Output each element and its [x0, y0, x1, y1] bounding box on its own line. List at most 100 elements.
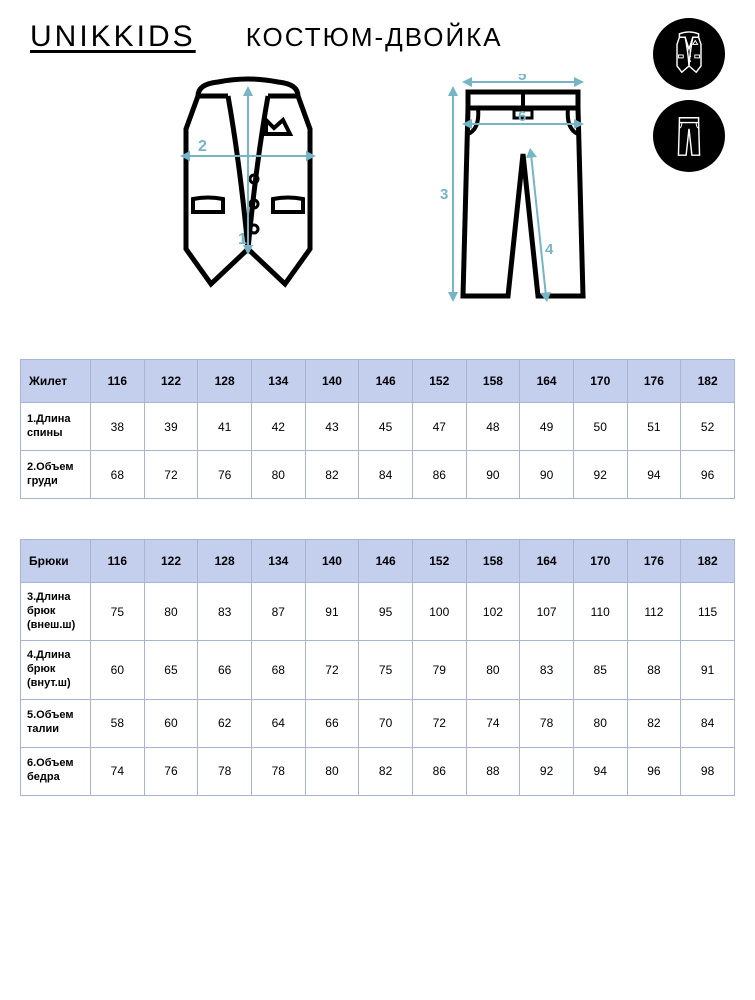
value-cell: 80 [573, 699, 627, 747]
row-label: 3.Длина брюк (внеш.ш) [21, 583, 91, 641]
value-cell: 74 [91, 747, 145, 795]
size-col: 152 [412, 540, 466, 583]
size-col: 128 [198, 540, 252, 583]
size-col: 116 [91, 540, 145, 583]
table-row: 2.Объем груди687276808284869090929496 [21, 451, 735, 499]
value-cell: 90 [520, 451, 574, 499]
pants-header-label: Брюки [21, 540, 91, 583]
diagrams-row: 1 2 5 6 [0, 74, 755, 319]
value-cell: 91 [681, 641, 735, 699]
value-cell: 83 [198, 583, 252, 641]
row-label: 4.Длина брюк (внут.ш) [21, 641, 91, 699]
size-col: 176 [627, 540, 681, 583]
table-header-row: Брюки 116 122 128 134 140 146 152 158 16… [21, 540, 735, 583]
value-cell: 95 [359, 583, 413, 641]
size-col: 164 [520, 540, 574, 583]
value-cell: 96 [681, 451, 735, 499]
value-cell: 60 [91, 641, 145, 699]
value-cell: 51 [627, 403, 681, 451]
value-cell: 64 [251, 699, 305, 747]
size-col: 140 [305, 360, 359, 403]
dim-label-6: 6 [518, 108, 526, 125]
value-cell: 112 [627, 583, 681, 641]
size-col: 116 [91, 360, 145, 403]
value-cell: 94 [573, 747, 627, 795]
value-cell: 68 [91, 451, 145, 499]
value-cell: 83 [520, 641, 574, 699]
value-cell: 72 [412, 699, 466, 747]
size-col: 128 [198, 360, 252, 403]
table-row: 4.Длина брюк (внут.ш)6065666872757980838… [21, 641, 735, 699]
value-cell: 96 [627, 747, 681, 795]
pants-size-table: Брюки 116 122 128 134 140 146 152 158 16… [20, 539, 735, 796]
row-label: 5.Объем талии [21, 699, 91, 747]
value-cell: 92 [573, 451, 627, 499]
value-cell: 74 [466, 699, 520, 747]
value-cell: 92 [520, 747, 574, 795]
size-col: 182 [681, 540, 735, 583]
value-cell: 80 [466, 641, 520, 699]
value-cell: 107 [520, 583, 574, 641]
value-cell: 98 [681, 747, 735, 795]
value-cell: 80 [144, 583, 198, 641]
value-cell: 47 [412, 403, 466, 451]
size-col: 140 [305, 540, 359, 583]
value-cell: 80 [251, 451, 305, 499]
dim-label-2: 2 [198, 138, 207, 155]
table-row: 3.Длина брюк (внеш.ш)7580838791951001021… [21, 583, 735, 641]
dim-label-5: 5 [518, 74, 526, 84]
value-cell: 48 [466, 403, 520, 451]
size-col: 158 [466, 360, 520, 403]
table-row: 1.Длина спины383941424345474849505152 [21, 403, 735, 451]
size-col: 122 [144, 540, 198, 583]
size-col: 164 [520, 360, 574, 403]
table-row: 6.Объем бедра747678788082868892949698 [21, 747, 735, 795]
value-cell: 39 [144, 403, 198, 451]
value-cell: 82 [627, 699, 681, 747]
size-col: 134 [251, 540, 305, 583]
value-cell: 70 [359, 699, 413, 747]
value-cell: 115 [681, 583, 735, 641]
value-cell: 76 [144, 747, 198, 795]
size-col: 170 [573, 540, 627, 583]
value-cell: 38 [91, 403, 145, 451]
value-cell: 88 [627, 641, 681, 699]
value-cell: 82 [359, 747, 413, 795]
dim-label-3: 3 [440, 186, 448, 203]
size-col: 182 [681, 360, 735, 403]
value-cell: 88 [466, 747, 520, 795]
value-cell: 79 [412, 641, 466, 699]
size-col: 170 [573, 360, 627, 403]
value-cell: 60 [144, 699, 198, 747]
size-col: 176 [627, 360, 681, 403]
value-cell: 94 [627, 451, 681, 499]
value-cell: 68 [251, 641, 305, 699]
vest-diagram: 1 2 [138, 74, 358, 319]
size-col: 152 [412, 360, 466, 403]
value-cell: 75 [359, 641, 413, 699]
value-cell: 90 [466, 451, 520, 499]
value-cell: 102 [466, 583, 520, 641]
value-cell: 52 [681, 403, 735, 451]
brand-logo: UNIKKIDS [30, 20, 196, 54]
value-cell: 72 [305, 641, 359, 699]
value-cell: 62 [198, 699, 252, 747]
size-col: 158 [466, 540, 520, 583]
vest-size-table: Жилет 116 122 128 134 140 146 152 158 16… [20, 359, 735, 499]
size-col: 146 [359, 360, 413, 403]
vest-header-label: Жилет [21, 360, 91, 403]
pants-diagram: 5 6 3 4 [418, 74, 618, 319]
value-cell: 65 [144, 641, 198, 699]
row-label: 1.Длина спины [21, 403, 91, 451]
value-cell: 58 [91, 699, 145, 747]
size-col: 134 [251, 360, 305, 403]
row-label: 2.Объем груди [21, 451, 91, 499]
value-cell: 84 [681, 699, 735, 747]
value-cell: 42 [251, 403, 305, 451]
value-cell: 43 [305, 403, 359, 451]
value-cell: 41 [198, 403, 252, 451]
size-col: 146 [359, 540, 413, 583]
value-cell: 86 [412, 451, 466, 499]
value-cell: 86 [412, 747, 466, 795]
size-col: 122 [144, 360, 198, 403]
